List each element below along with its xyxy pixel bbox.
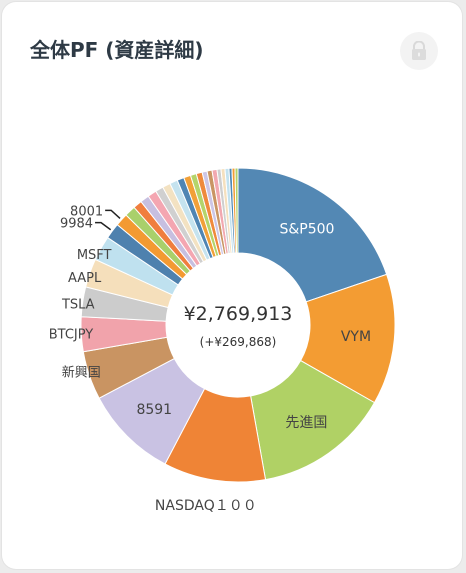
- slice-label-nasdaq: NASDAQ１００: [155, 498, 257, 514]
- allocation-donut-chart: S&P500 VYM 先進国 NASDAQ１００ 8591 新興国 BTCJPY TSLA AA…: [49, 167, 396, 514]
- slice-label-item-5: 新興国: [62, 365, 101, 381]
- slice-label-vym: VYM: [341, 329, 371, 345]
- slice-label-btcjpy: BTCJPY: [49, 328, 94, 343]
- leader-line-9984: [95, 221, 112, 231]
- portfolio-card: 全体PF (資産詳細) S&P500 VYM 先進国 NASDAQ１００ 8591 新興国…: [2, 2, 462, 569]
- slice-label-s-p500: S&P500: [279, 222, 334, 238]
- slice-label-item-2: 先進国: [285, 415, 327, 431]
- leader-line-8001: [105, 209, 121, 219]
- slice-label-msft: MSFT: [77, 248, 112, 263]
- slice-label-aapl: AAPL: [68, 271, 102, 286]
- lock-button[interactable]: [400, 32, 438, 70]
- total-change-text: (+¥269,868): [200, 335, 277, 349]
- lock-icon: [412, 41, 426, 60]
- slice-label-9984: 9984: [60, 217, 93, 232]
- card-title: 全体PF (資産詳細): [30, 38, 204, 62]
- donut-slices: [80, 167, 396, 483]
- slice-label-tsla: TSLA: [61, 297, 95, 312]
- slice-label-8591: 8591: [136, 402, 172, 418]
- slice-item-31[interactable]: [234, 167, 239, 254]
- slice-labels: S&P500 VYM 先進国 NASDAQ１００ 8591 新興国 BTCJPY TSLA AA…: [49, 204, 371, 514]
- slice-s-p500[interactable]: [237, 167, 388, 303]
- total-value-text: ¥2,769,913: [184, 303, 293, 325]
- label-leader-lines: [95, 209, 121, 231]
- slice-item-2[interactable]: [250, 359, 376, 481]
- slice-label-8001: 8001: [70, 204, 103, 219]
